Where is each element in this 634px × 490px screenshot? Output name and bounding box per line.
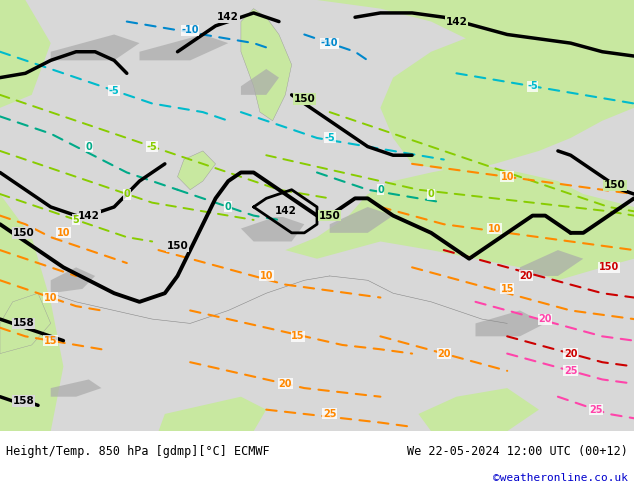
Text: 142: 142 [275, 206, 296, 216]
Text: 150: 150 [319, 211, 340, 220]
Text: -5: -5 [325, 133, 335, 143]
Text: 0: 0 [377, 185, 384, 195]
Polygon shape [0, 293, 51, 354]
Polygon shape [241, 216, 304, 242]
Text: 150: 150 [294, 94, 315, 104]
Polygon shape [139, 34, 228, 60]
Text: 25: 25 [589, 405, 603, 415]
Text: 25: 25 [323, 409, 337, 419]
Text: We 22-05-2024 12:00 UTC (00+12): We 22-05-2024 12:00 UTC (00+12) [407, 445, 628, 458]
Text: 20: 20 [437, 348, 451, 359]
Text: ©weatheronline.co.uk: ©weatheronline.co.uk [493, 473, 628, 483]
Text: 158: 158 [13, 396, 34, 406]
Polygon shape [51, 379, 101, 397]
Polygon shape [380, 0, 634, 172]
Text: 150: 150 [167, 241, 188, 251]
Text: 10: 10 [44, 293, 58, 302]
Text: 10: 10 [259, 271, 273, 281]
Polygon shape [285, 164, 634, 280]
Polygon shape [241, 9, 292, 121]
Text: -5: -5 [109, 86, 119, 96]
Polygon shape [520, 250, 583, 276]
Text: 20: 20 [519, 271, 533, 281]
Text: 15: 15 [500, 284, 514, 294]
Text: 142: 142 [217, 12, 239, 22]
Polygon shape [158, 397, 266, 431]
Text: 15: 15 [291, 331, 305, 342]
Polygon shape [0, 0, 63, 431]
Text: 0: 0 [124, 189, 130, 199]
Polygon shape [330, 207, 393, 233]
Text: 10: 10 [488, 223, 501, 234]
Text: 0: 0 [428, 189, 434, 199]
Text: -5: -5 [147, 142, 157, 151]
Text: -10: -10 [181, 25, 199, 35]
Text: 15: 15 [44, 336, 58, 345]
Polygon shape [51, 34, 139, 60]
Polygon shape [51, 268, 95, 293]
Text: 142: 142 [446, 17, 467, 26]
Polygon shape [317, 0, 634, 77]
Polygon shape [178, 151, 216, 190]
Text: 10: 10 [56, 228, 70, 238]
Polygon shape [476, 311, 545, 336]
Text: 5: 5 [73, 215, 79, 225]
Text: 20: 20 [278, 379, 292, 389]
Text: 150: 150 [13, 228, 34, 238]
Text: 25: 25 [564, 366, 578, 376]
Polygon shape [241, 69, 279, 95]
Polygon shape [0, 0, 51, 108]
Polygon shape [418, 388, 539, 431]
Text: Height/Temp. 850 hPa [gdmp][°C] ECMWF: Height/Temp. 850 hPa [gdmp][°C] ECMWF [6, 445, 270, 458]
Text: 142: 142 [78, 211, 100, 220]
Text: 0: 0 [225, 202, 231, 212]
Text: 20: 20 [538, 314, 552, 324]
Text: 150: 150 [604, 180, 626, 191]
Text: 158: 158 [13, 318, 34, 328]
Text: 10: 10 [500, 172, 514, 182]
Text: 0: 0 [86, 142, 92, 151]
Text: 150: 150 [598, 262, 619, 272]
Text: -10: -10 [321, 38, 339, 48]
Text: 20: 20 [564, 348, 578, 359]
Text: -5: -5 [527, 81, 538, 91]
